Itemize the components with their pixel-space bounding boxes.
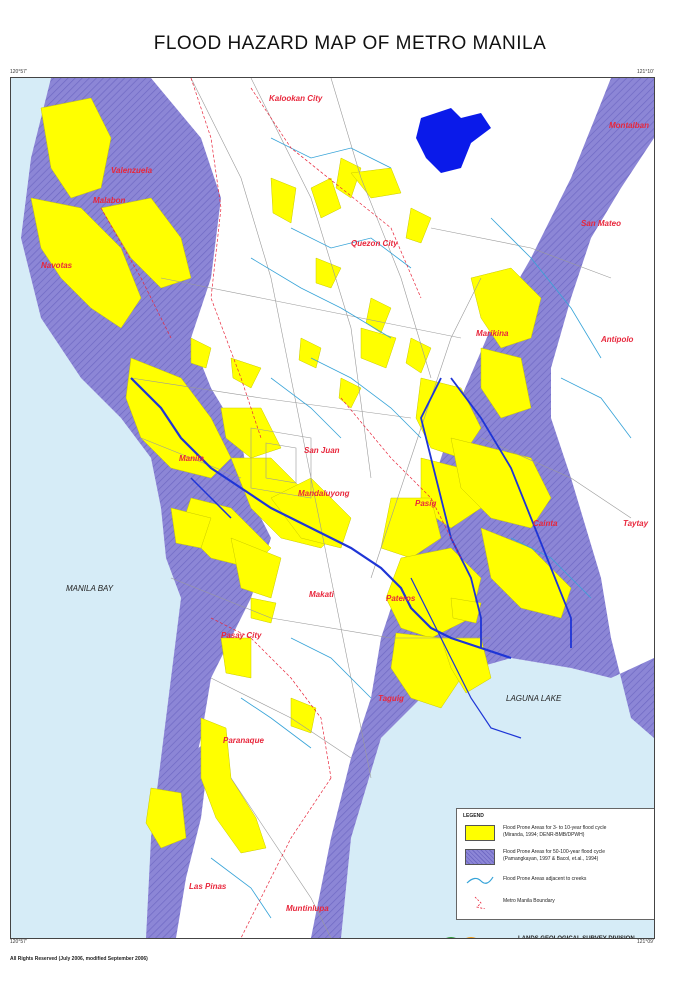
rivers <box>130 377 572 739</box>
label-quezon-city: Quezon City <box>351 239 398 248</box>
label-mandaluyong: Mandaluyong <box>298 489 350 498</box>
legend-boundary-icon <box>474 896 486 909</box>
label-manila: Manila <box>179 454 204 463</box>
mgb-logo-icon <box>446 937 476 938</box>
legend-swatch-hatch <box>465 849 495 865</box>
flood-map-svg: Kalookan City Valenzuela Malabon Navotas… <box>11 78 654 938</box>
legend-creek-icon <box>466 876 494 884</box>
label-pasig: Pasig <box>415 499 436 508</box>
legend-text-1a: Flood Prone Areas for 3- to 10-year floo… <box>503 825 607 831</box>
metro-boundary <box>100 78 462 938</box>
label-makati: Makati <box>309 590 335 599</box>
legend-text-4: Metro Manila Boundary <box>503 898 555 904</box>
label-navotas: Navotas <box>41 261 73 270</box>
coord-top-right: 121°10' <box>637 69 654 75</box>
map-canvas[interactable]: Kalookan City Valenzuela Malabon Navotas… <box>10 77 655 939</box>
label-valenzuela: Valenzuela <box>111 166 153 175</box>
label-muntinlupa: Muntinlupa <box>286 904 329 913</box>
label-antipolo: Antipolo <box>600 335 634 344</box>
legend-heading: LEGEND <box>463 813 484 819</box>
agency-block: LANDS GEOLOGICAL SURVEY DIVISION MINES A… <box>438 930 653 939</box>
label-marikina: Marikina <box>476 329 509 338</box>
legend-panel: LEGEND Flood Prone Areas for 3- to 10-ye… <box>456 808 654 920</box>
legend-text-3: Flood Prone Areas adjacent to creeks <box>503 876 587 882</box>
legend-text-2a: Flood Prone Areas for 50-100-year flood … <box>503 849 605 855</box>
legend-text-1b: (Miranda, 1994; DENR-BMB/DPWH) <box>503 832 585 838</box>
city-labels: Kalookan City Valenzuela Malabon Navotas… <box>41 94 649 913</box>
manila-bay <box>11 78 181 938</box>
label-cainta: Cainta <box>533 519 558 528</box>
label-montalban: Montalban <box>609 121 649 130</box>
dam-reservoir <box>416 108 491 173</box>
label-manila-bay: MANILA BAY <box>66 584 114 593</box>
label-las-pinas: Las Pinas <box>189 882 227 891</box>
coord-bottom-right: 121°09' <box>637 939 654 945</box>
label-paranaque: Paranaque <box>223 736 264 745</box>
map-title: FLOOD HAZARD MAP OF METRO MANILA <box>153 33 547 54</box>
label-pateros: Pateros <box>386 594 416 603</box>
coord-top-left: 120°57' <box>10 69 27 75</box>
legend-swatch-yellow <box>465 825 495 841</box>
label-pasay-city: Pasay City <box>221 631 262 640</box>
agency-division: LANDS GEOLOGICAL SURVEY DIVISION <box>518 936 635 939</box>
flood-zones-yellow <box>30 97 572 854</box>
label-san-mateo: San Mateo <box>581 219 621 228</box>
coord-bottom-left: 120°57' <box>10 939 27 945</box>
label-taytay: Taytay <box>623 519 649 528</box>
copyright-footer: All Rights Reserved (July 2006, modified… <box>10 956 148 962</box>
legend-text-2b: (Pamangkayan, 1997 & Bacol, et.al., 1994… <box>503 856 599 862</box>
label-san-juan: San Juan <box>304 446 340 455</box>
label-kalookan-city: Kalookan City <box>269 94 323 103</box>
label-malabon: Malabon <box>93 196 126 205</box>
label-taguig: Taguig <box>378 694 404 703</box>
label-laguna-lake: LAGUNA LAKE <box>506 694 562 703</box>
